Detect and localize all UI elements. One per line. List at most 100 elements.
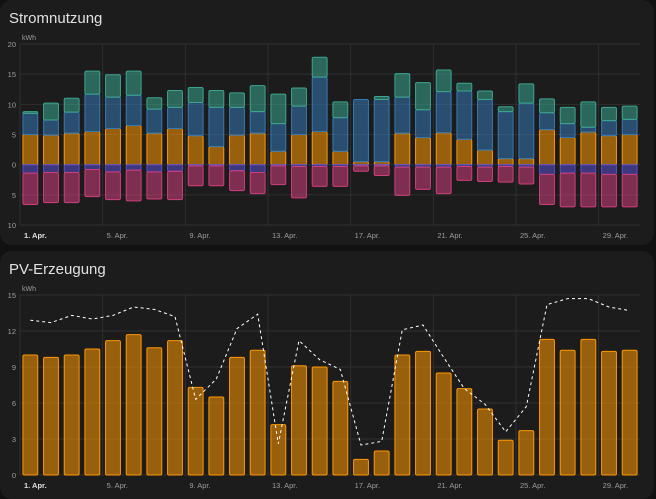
x-tick-label: 29. Apr.	[603, 481, 628, 490]
bar-grid_import	[63, 111, 80, 134]
solar-production-card: PV-Erzeugung kWh 0 3 6 9 12 15 1. Apr. 5. Apr. 9.…	[0, 251, 654, 499]
solar-production-title: PV-Erzeugung	[9, 261, 106, 278]
solar-production-chart[interactable]: kWh 0 3 6 9 12 15 1. Apr. 5. Apr. 9. Apr. 13. Apr.…	[0, 251, 654, 499]
bar-grid_export	[415, 166, 431, 190]
bar-battery_discharge	[43, 102, 59, 121]
bar-grid_export	[43, 172, 59, 204]
bar-battery_discharge	[84, 70, 101, 95]
bar-grid_import	[518, 102, 535, 160]
bar-battery_charge	[229, 164, 245, 172]
bar-grid_export	[601, 173, 617, 208]
bar-solar	[22, 354, 39, 476]
bar-solar	[167, 127, 183, 166]
y-tick-label: 12	[8, 327, 16, 336]
bar-battery_discharge	[497, 106, 514, 113]
bar-grid_export	[229, 170, 245, 192]
bar-grid_import	[373, 99, 390, 163]
bar-battery_charge	[249, 164, 266, 174]
bar-battery_discharge	[208, 89, 225, 108]
bar-grid_export	[22, 172, 39, 205]
bar-battery_charge	[601, 164, 617, 175]
bar-grid_export	[539, 173, 555, 205]
bar-grid_import	[621, 118, 638, 135]
bar-solar	[539, 129, 555, 166]
bar-solar	[353, 458, 369, 476]
bar-solar	[580, 131, 597, 166]
bar-battery_discharge	[22, 111, 39, 114]
x-tick-label: 5. Apr.	[107, 481, 128, 490]
bar-solar	[601, 350, 617, 476]
bar-grid_import	[497, 111, 514, 160]
energy-usage-card: Stromnutzung kWh 10 5 0 5 10 15 20 1. Apr. 5. Apr…	[0, 0, 654, 245]
bar-grid_export	[332, 165, 349, 187]
bar-solar	[332, 150, 349, 166]
y-tick-label: 15	[8, 291, 16, 300]
bar-solar	[621, 349, 638, 476]
bar-battery_charge	[580, 164, 597, 174]
bar-grid_export	[63, 172, 80, 204]
bar-solar	[208, 396, 225, 476]
bar-grid_import	[146, 108, 163, 134]
bar-grid_import	[559, 123, 576, 139]
bar-solar	[559, 349, 576, 476]
bar-solar	[63, 354, 80, 476]
x-tick-label: 1. Apr.	[24, 231, 47, 240]
bar-solar	[249, 349, 266, 476]
bar-grid_import	[539, 112, 555, 131]
x-tick-label: 17. Apr.	[355, 481, 380, 490]
bar-battery_charge	[22, 164, 39, 174]
bar-grid_export	[518, 166, 535, 185]
bar-grid_export	[249, 172, 266, 195]
bar-solar	[456, 388, 473, 476]
y-tick-label: 20	[8, 40, 16, 49]
y-tick-label: 6	[12, 399, 16, 408]
bar-battery_discharge	[105, 74, 121, 98]
bar-grid_export	[146, 171, 163, 200]
bar-solar	[291, 365, 307, 476]
bar-solar	[435, 372, 452, 476]
bar-solar	[105, 127, 121, 166]
y-tick-label: 15	[8, 70, 16, 79]
y-tick-label: 10	[8, 221, 16, 230]
y-tick-label: 9	[12, 363, 16, 372]
bar-solar	[125, 334, 142, 476]
bar-grid_export	[580, 172, 597, 208]
bar-grid_import	[187, 102, 204, 137]
bar-solar	[394, 132, 411, 166]
bar-grid_export	[435, 166, 452, 195]
bar-battery_charge	[84, 164, 101, 170]
bar-solar	[43, 134, 59, 166]
bar-grid_import	[270, 123, 287, 152]
bar-battery_discharge	[477, 90, 493, 101]
bar-grid_export	[621, 173, 638, 208]
bar-grid_import	[477, 99, 493, 151]
bar-battery_discharge	[394, 73, 411, 98]
bar-battery_discharge	[270, 93, 287, 125]
bar-grid_export	[167, 170, 183, 201]
bar-solar	[167, 340, 183, 476]
bar-battery_discharge	[311, 56, 328, 78]
bar-solar	[539, 338, 555, 476]
y-tick-label: 10	[8, 100, 16, 109]
bar-battery_charge	[621, 164, 638, 175]
bar-solar	[22, 134, 39, 166]
bar-battery_discharge	[63, 97, 80, 113]
bar-battery_charge	[43, 164, 59, 174]
bar-grid_import	[601, 120, 617, 137]
bar-battery_charge	[146, 164, 163, 173]
bar-solar	[518, 430, 535, 476]
bar-battery_discharge	[373, 95, 390, 101]
bar-grid_import	[353, 99, 369, 163]
bar-battery_charge	[167, 164, 183, 172]
energy-usage-chart[interactable]: kWh 10 5 0 5 10 15 20 1. Apr. 5. Apr. 9. Apr. 13. A…	[0, 0, 654, 245]
bar-grid_import	[580, 126, 597, 133]
bar-battery_discharge	[291, 87, 307, 107]
bar-battery_discharge	[601, 106, 617, 122]
bar-solar	[621, 134, 638, 166]
x-tick-label: 9. Apr.	[189, 481, 210, 490]
x-tick-label: 25. Apr.	[520, 481, 545, 490]
bar-grid_export	[270, 165, 287, 186]
bar-grid_import	[22, 112, 39, 135]
bar-grid_import	[415, 109, 431, 139]
bar-solar	[477, 408, 493, 476]
